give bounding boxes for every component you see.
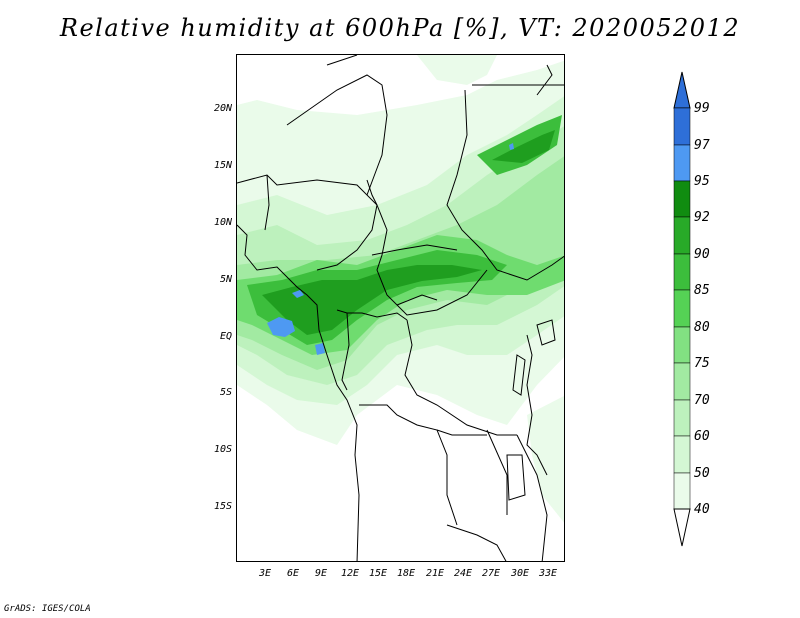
legend-swatch-90-92 bbox=[673, 216, 691, 255]
border-line-12 bbox=[446, 524, 507, 561]
border-line-19 bbox=[264, 174, 270, 231]
lat-label-15s: 15S bbox=[213, 501, 232, 512]
humidity-map bbox=[237, 55, 564, 561]
border-line-15 bbox=[396, 294, 438, 306]
border-line-16 bbox=[436, 429, 487, 436]
legend-label-99: 99 bbox=[694, 101, 710, 116]
border-line-3 bbox=[286, 74, 388, 196]
legend-label-97: 97 bbox=[694, 138, 710, 153]
legend-top-arrow bbox=[673, 71, 691, 109]
legend-swatch-60-70 bbox=[673, 399, 691, 437]
legend-swatch-85-90 bbox=[673, 253, 691, 291]
legend-label-50: 50 bbox=[694, 466, 710, 481]
legend-label-40: 40 bbox=[694, 502, 710, 517]
lon-label-27e: 27E bbox=[481, 568, 501, 579]
humidity-legend bbox=[673, 71, 691, 547]
legend-label-95: 95 bbox=[694, 174, 710, 189]
lon-label-21e: 21E bbox=[425, 568, 445, 579]
border-line-20 bbox=[536, 64, 553, 96]
border-line-17 bbox=[486, 429, 508, 515]
border-line-18 bbox=[366, 179, 378, 206]
border-line-8 bbox=[336, 309, 408, 321]
legend-swatch-80-85 bbox=[673, 289, 691, 328]
lake-outline-1 bbox=[536, 319, 556, 346]
humidity-band-90 bbox=[262, 265, 482, 335]
lon-label-15e: 15E bbox=[368, 568, 388, 579]
lake-outline-2 bbox=[512, 354, 526, 396]
lon-label-30e: 30E bbox=[510, 568, 530, 579]
legend-label-85: 85 bbox=[694, 283, 710, 298]
border-line-2 bbox=[326, 55, 358, 66]
humidity-band-east-dark bbox=[492, 130, 555, 163]
map-plot-area bbox=[236, 54, 565, 562]
lat-label-10n: 10N bbox=[213, 217, 232, 228]
lat-label-eq: EQ bbox=[219, 331, 232, 342]
border-line-10 bbox=[404, 319, 517, 436]
border-line-9 bbox=[341, 312, 350, 391]
humidity-spot-95-south bbox=[315, 343, 325, 355]
border-line-14 bbox=[516, 434, 548, 561]
legend-label-75: 75 bbox=[694, 356, 710, 371]
legend-label-60: 60 bbox=[694, 429, 710, 444]
legend-swatch-92-95 bbox=[673, 180, 691, 218]
border-line-6 bbox=[376, 204, 488, 316]
coastline-west bbox=[237, 224, 360, 561]
border-line-7 bbox=[371, 244, 458, 256]
lat-label-5n: 5N bbox=[219, 274, 232, 285]
legend-label-70: 70 bbox=[694, 393, 710, 408]
legend-label-80: 80 bbox=[694, 320, 710, 335]
humidity-spot-95-west bbox=[267, 317, 295, 337]
humidity-band-light-north bbox=[417, 55, 497, 85]
humidity-band-east-light bbox=[527, 396, 564, 523]
border-line-11 bbox=[359, 404, 458, 526]
humidity-spot-95-west2 bbox=[292, 290, 304, 298]
lon-label-24e: 24E bbox=[453, 568, 473, 579]
lon-label-3e: 3E bbox=[258, 568, 272, 579]
humidity-spot-95-north bbox=[509, 143, 514, 150]
map-title: Relative humidity at 600hPa [%], VT: 202… bbox=[59, 14, 741, 42]
legend-label-92: 92 bbox=[694, 210, 710, 225]
lon-label-12e: 12E bbox=[340, 568, 360, 579]
lon-label-33e: 33E bbox=[538, 568, 558, 579]
legend-swatch-50-60 bbox=[673, 435, 691, 474]
legend-bottom-arrow bbox=[673, 508, 691, 547]
legend-swatch-97-99 bbox=[673, 107, 691, 146]
lat-label-15n: 15N bbox=[213, 160, 232, 171]
lon-label-6e: 6E bbox=[286, 568, 300, 579]
legend-swatch-40-50 bbox=[673, 472, 691, 510]
legend-swatch-95-97 bbox=[673, 144, 691, 182]
legend-swatch-75-80 bbox=[673, 326, 691, 364]
credit-text: GrADS: IGES/COLA bbox=[4, 604, 91, 614]
border-line-5 bbox=[446, 89, 564, 281]
border-line-13 bbox=[526, 334, 548, 476]
lon-label-18e: 18E bbox=[396, 568, 416, 579]
legend-label-90: 90 bbox=[694, 247, 710, 262]
lake-outline-3 bbox=[506, 454, 526, 501]
country-borders bbox=[237, 55, 564, 561]
lat-label-10s: 10S bbox=[213, 444, 232, 455]
lat-label-20n: 20N bbox=[213, 103, 232, 114]
lat-label-5s: 5S bbox=[219, 387, 232, 398]
legend-swatch-70-75 bbox=[673, 362, 691, 401]
lon-label-9e: 9E bbox=[314, 568, 328, 579]
